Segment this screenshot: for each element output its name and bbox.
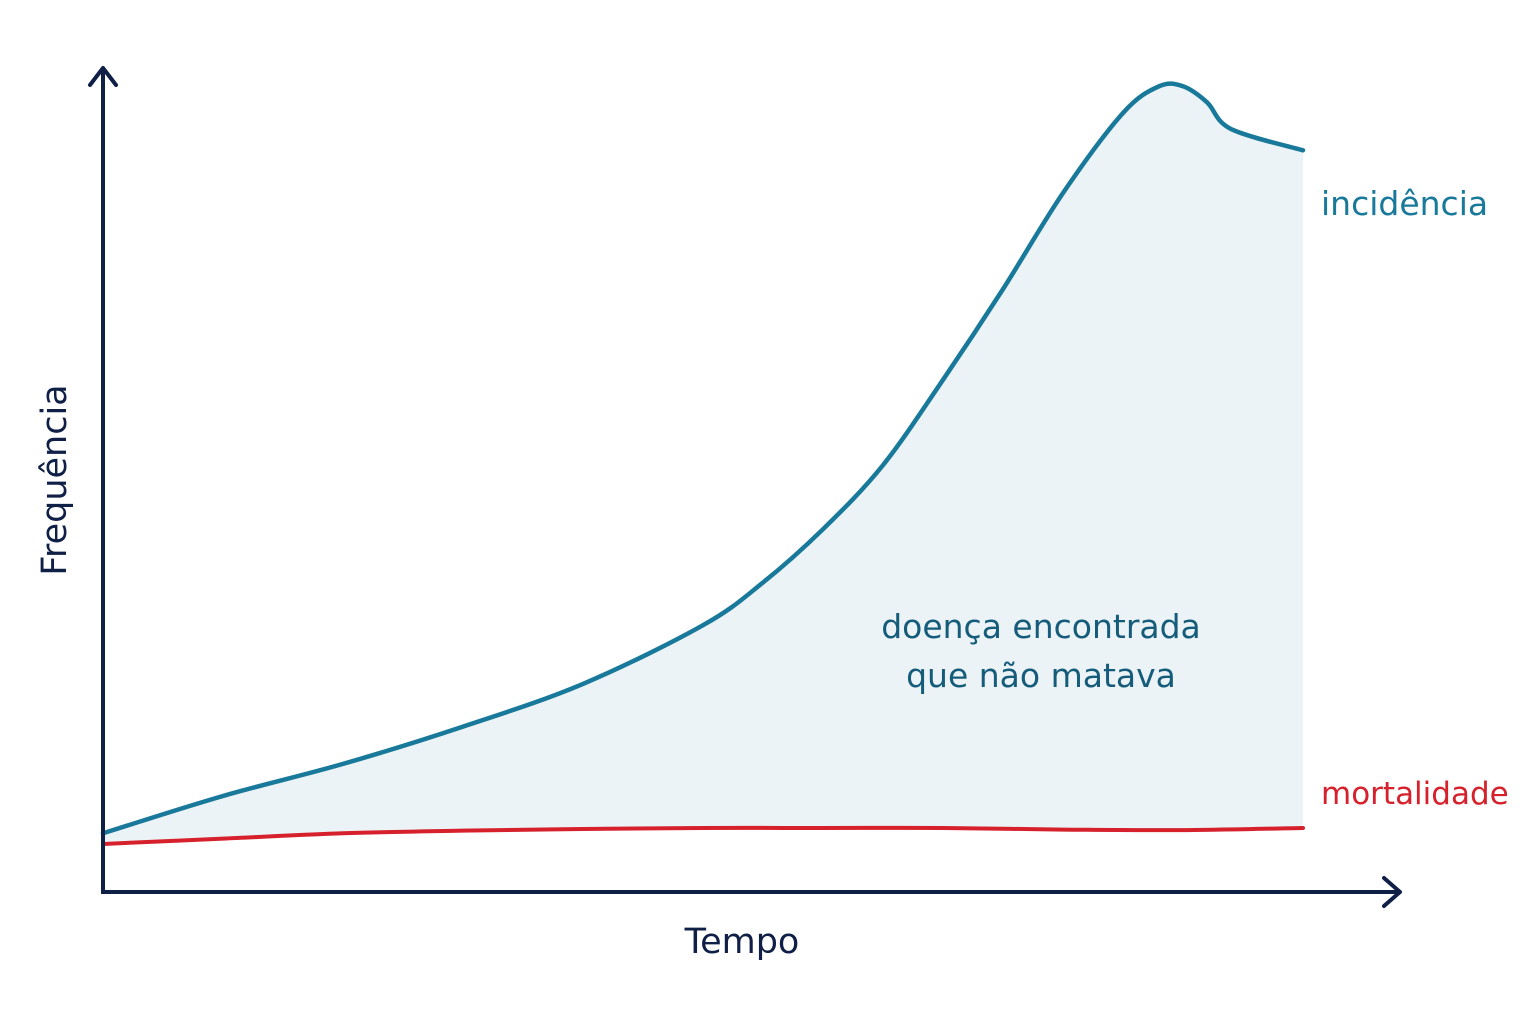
- incidence-point: [1157, 84, 1161, 88]
- mortality-point: [461, 829, 465, 833]
- incidence-point: [341, 762, 345, 766]
- incidence-line: [100, 81, 1306, 836]
- mortality-point: [821, 826, 825, 830]
- incidence-point: [1181, 84, 1185, 88]
- incidence-point: [1121, 111, 1125, 115]
- mortality-point: [581, 827, 585, 831]
- incidence-point: [821, 527, 825, 531]
- annotation-line-1: doença encontrada: [881, 607, 1201, 646]
- x-axis-arrowhead: [1382, 876, 1402, 908]
- mortality-point: [1301, 826, 1305, 830]
- incidence-point: [581, 682, 585, 686]
- incidence-point: [221, 794, 225, 798]
- mortality-point: [941, 826, 945, 830]
- incidence-series-label: incidência: [1321, 184, 1488, 223]
- mortality-point: [341, 831, 345, 835]
- incidence-point: [1001, 287, 1005, 291]
- mortality-point: [1181, 828, 1185, 832]
- y-axis-arrowhead: [88, 66, 118, 87]
- mortality-series-label: mortalidade: [1321, 776, 1509, 812]
- incidence-point: [881, 463, 885, 467]
- y-axis-label: Frequência: [35, 384, 75, 575]
- mortality-point: [1061, 828, 1065, 832]
- mortality-point: [701, 826, 705, 830]
- incidence-point: [761, 581, 765, 585]
- x-axis-label: Tempo: [684, 922, 800, 962]
- incidence-point: [1301, 148, 1305, 152]
- incidence-point: [1205, 100, 1209, 104]
- incidence-point: [1061, 191, 1065, 195]
- mortality-line: [101, 825, 1305, 846]
- annotation-line-2: que não matava: [906, 656, 1176, 695]
- incidence-point: [701, 623, 705, 627]
- incidence-point: [461, 725, 465, 729]
- incidence-area-fill: [103, 83, 1303, 845]
- mortality-point: [221, 837, 225, 841]
- incidence-point: [1229, 127, 1233, 131]
- incidence-point: [941, 378, 945, 382]
